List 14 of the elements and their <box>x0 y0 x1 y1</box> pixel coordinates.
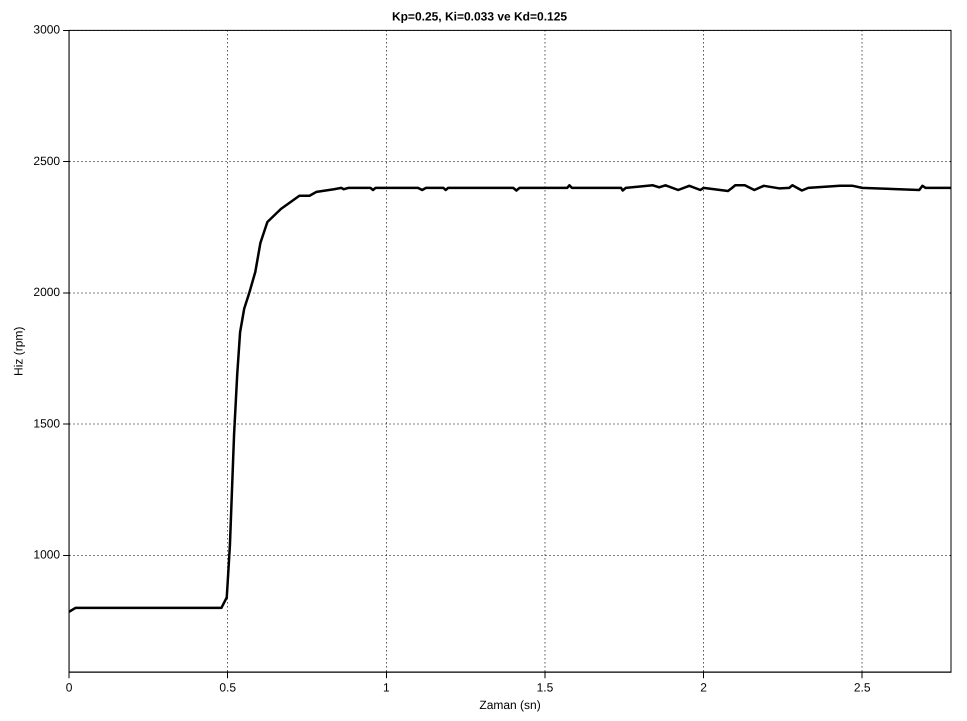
y-tick-label: 3000 <box>33 22 60 37</box>
x-tick-label: 2.5 <box>854 680 871 695</box>
x-axis-title: Zaman (sn) <box>479 698 541 712</box>
y-tick-label: 2500 <box>33 154 60 168</box>
y-tick-label: 1000 <box>33 548 60 562</box>
y-tick-label: 1500 <box>33 416 60 430</box>
y-axis-title: Hiz (rpm) <box>12 326 26 376</box>
x-tick-label: 0.5 <box>219 680 236 695</box>
x-tick-label: 1 <box>382 680 390 695</box>
x-tick-label: 2 <box>700 680 708 695</box>
chart-title: Kp=0.25, Ki=0.033 ve Kd=0.125 <box>392 10 568 24</box>
x-tick-label: 0 <box>66 680 73 695</box>
y-tick-label: 2000 <box>33 285 60 300</box>
x-tick-label: 1.5 <box>536 680 554 695</box>
